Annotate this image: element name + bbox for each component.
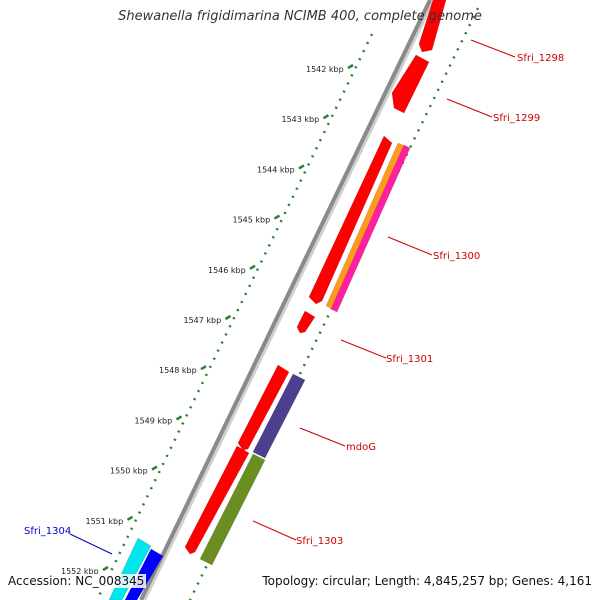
leader-sfri-1298: [470, 39, 516, 58]
tick-mark-1550: [151, 465, 158, 471]
tick-mark-1551: [126, 515, 134, 521]
gene-sfri-1303-olive[interactable]: [199, 453, 266, 566]
tick-mark-1549: [175, 415, 183, 421]
accession-label: Accession: NC_008345: [6, 574, 147, 588]
gene-labels: Sfri_1298 Sfri_1299 Sfri_1300 Sfri_1301 …: [24, 53, 564, 547]
tick-label-1551: 1551 kbp: [86, 517, 124, 526]
tick-mark-1547: [224, 314, 232, 321]
label-sfri-1301[interactable]: Sfri_1301: [386, 354, 433, 365]
tick-mark-1544: [298, 164, 305, 170]
tick-mark-1548: [200, 365, 207, 371]
label-sfri-1303[interactable]: Sfri_1303: [296, 536, 343, 547]
tick-label-1545: 1545 kbp: [233, 216, 271, 225]
tick-label-1548: 1548 kbp: [159, 366, 197, 375]
label-sfri-1298[interactable]: Sfri_1298: [517, 53, 564, 64]
leader-sfri-1303: [252, 520, 297, 541]
tick-mark-1552: [102, 565, 109, 572]
label-leaders: [69, 39, 516, 555]
gene-mdog-forward[interactable]: [237, 364, 290, 451]
tick-mark-1542: [347, 63, 354, 70]
inner-dotted-track: [188, 7, 480, 600]
gene-group: [108, 0, 447, 600]
tick-label-1544: 1544 kbp: [257, 165, 295, 174]
genome-summary: Topology: circular; Length: 4,845,257 bp…: [260, 574, 594, 588]
gene-sfri-1300-orange[interactable]: [325, 142, 406, 310]
label-sfri-1304[interactable]: Sfri_1304: [24, 526, 71, 537]
gene-sfri-1300-magenta[interactable]: [330, 144, 411, 313]
tick-label-1546: 1546 kbp: [208, 266, 246, 275]
genome-title: Shewanella frigidimarina NCIMB 400, comp…: [118, 9, 482, 24]
gene-sfri-1300-forward[interactable]: [308, 135, 393, 305]
tick-group: 1542 kbp 1543 kbp 1544 kbp 1545 kbp 1546 kbp…: [61, 63, 354, 576]
gene-sfri-1303-forward[interactable]: [184, 445, 250, 555]
tick-label-1549: 1549 kbp: [135, 416, 173, 425]
backbone: [139, 0, 432, 600]
tick-label-1543: 1543 kbp: [282, 115, 320, 124]
tick-label-1547: 1547 kbp: [184, 316, 222, 325]
label-mdog[interactable]: mdoG: [346, 442, 376, 453]
gene-mdog-purple[interactable]: [252, 373, 306, 459]
leader-sfri-1301: [340, 339, 387, 359]
tick-mark-1546: [249, 264, 256, 270]
leader-sfri-1299: [446, 98, 493, 118]
gene-sfri-1298-upper[interactable]: [418, 0, 447, 53]
tick-label-1552: 1552 kbp: [61, 567, 99, 576]
label-sfri-1300[interactable]: Sfri_1300: [433, 251, 480, 262]
gene-sfri-1301[interactable]: [296, 310, 316, 334]
tick-label-1550: 1550 kbp: [110, 467, 148, 476]
tick-mark-1543: [322, 114, 330, 120]
tick-label-1542: 1542 kbp: [306, 65, 344, 74]
label-sfri-1299[interactable]: Sfri_1299: [493, 113, 540, 124]
tick-mark-1545: [273, 214, 281, 220]
leader-mdog: [299, 427, 346, 447]
leader-sfri-1304: [69, 533, 113, 555]
leader-sfri-1300: [387, 236, 433, 256]
gene-sfri-1298-lower[interactable]: [391, 54, 430, 114]
